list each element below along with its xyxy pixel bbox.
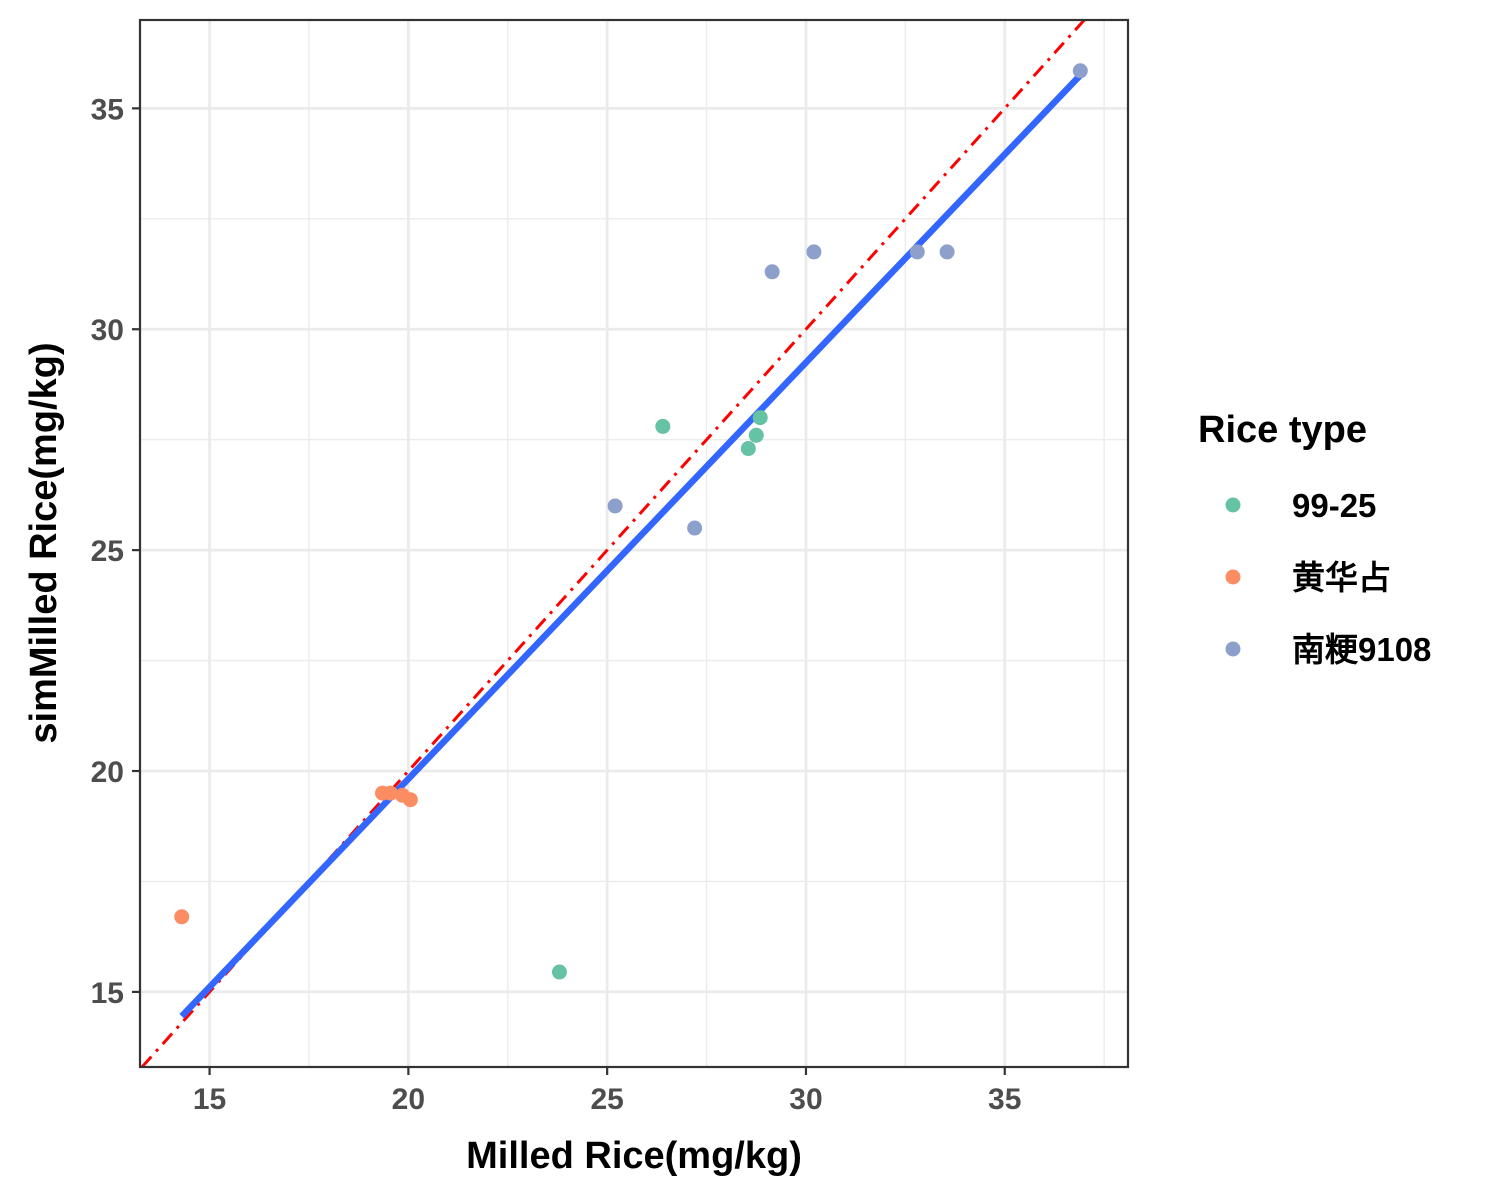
data-point — [939, 244, 955, 260]
points-layer — [174, 63, 1088, 980]
data-point — [607, 498, 623, 514]
x-tick-label: 25 — [590, 1083, 623, 1116]
data-point — [1072, 63, 1088, 79]
data-point — [806, 244, 822, 260]
y-tick-label: 25 — [91, 535, 124, 568]
data-point — [655, 418, 671, 434]
legend-label: 99-25 — [1292, 487, 1376, 524]
legend-key — [1225, 641, 1241, 657]
data-point — [752, 410, 768, 426]
reference-line — [140, 20, 1086, 1067]
legend-title: Rice type — [1198, 409, 1367, 451]
fit-line — [179, 72, 1083, 1019]
y-tick-label: 35 — [91, 93, 124, 126]
data-point — [382, 785, 398, 801]
x-tick-label: 15 — [193, 1083, 226, 1116]
legend-label: 黄华占 — [1292, 559, 1391, 596]
y-tick-label: 30 — [91, 314, 124, 347]
x-tick-label: 20 — [392, 1083, 425, 1116]
data-point — [740, 441, 756, 457]
data-point — [551, 964, 567, 980]
legend-key — [1225, 569, 1241, 585]
data-point — [909, 244, 925, 260]
y-tick-label: 15 — [91, 977, 124, 1010]
y-axis: 15 20 25 30 35 — [91, 93, 140, 1010]
fit-line-layer — [179, 72, 1083, 1019]
x-tick-label: 35 — [988, 1083, 1021, 1116]
data-point — [748, 427, 764, 443]
x-axis: 15 20 25 30 35 — [193, 1067, 1021, 1116]
data-point — [174, 909, 190, 925]
plot-panel-border — [138, 18, 1130, 1069]
legend-key — [1225, 497, 1241, 513]
grid-minor — [140, 20, 1128, 1067]
data-point — [764, 264, 780, 280]
grid-major — [140, 20, 1128, 1067]
x-tick-label: 30 — [789, 1083, 822, 1116]
reference-line-layer — [140, 20, 1086, 1067]
legend-label: 南粳9108 — [1292, 631, 1431, 668]
x-axis-title: Milled Rice(mg/kg) — [466, 1135, 802, 1177]
y-tick-label: 20 — [91, 756, 124, 789]
data-point — [402, 792, 418, 808]
data-point — [687, 520, 703, 536]
y-axis-title: simMilled Rice(mg/kg) — [23, 342, 65, 743]
